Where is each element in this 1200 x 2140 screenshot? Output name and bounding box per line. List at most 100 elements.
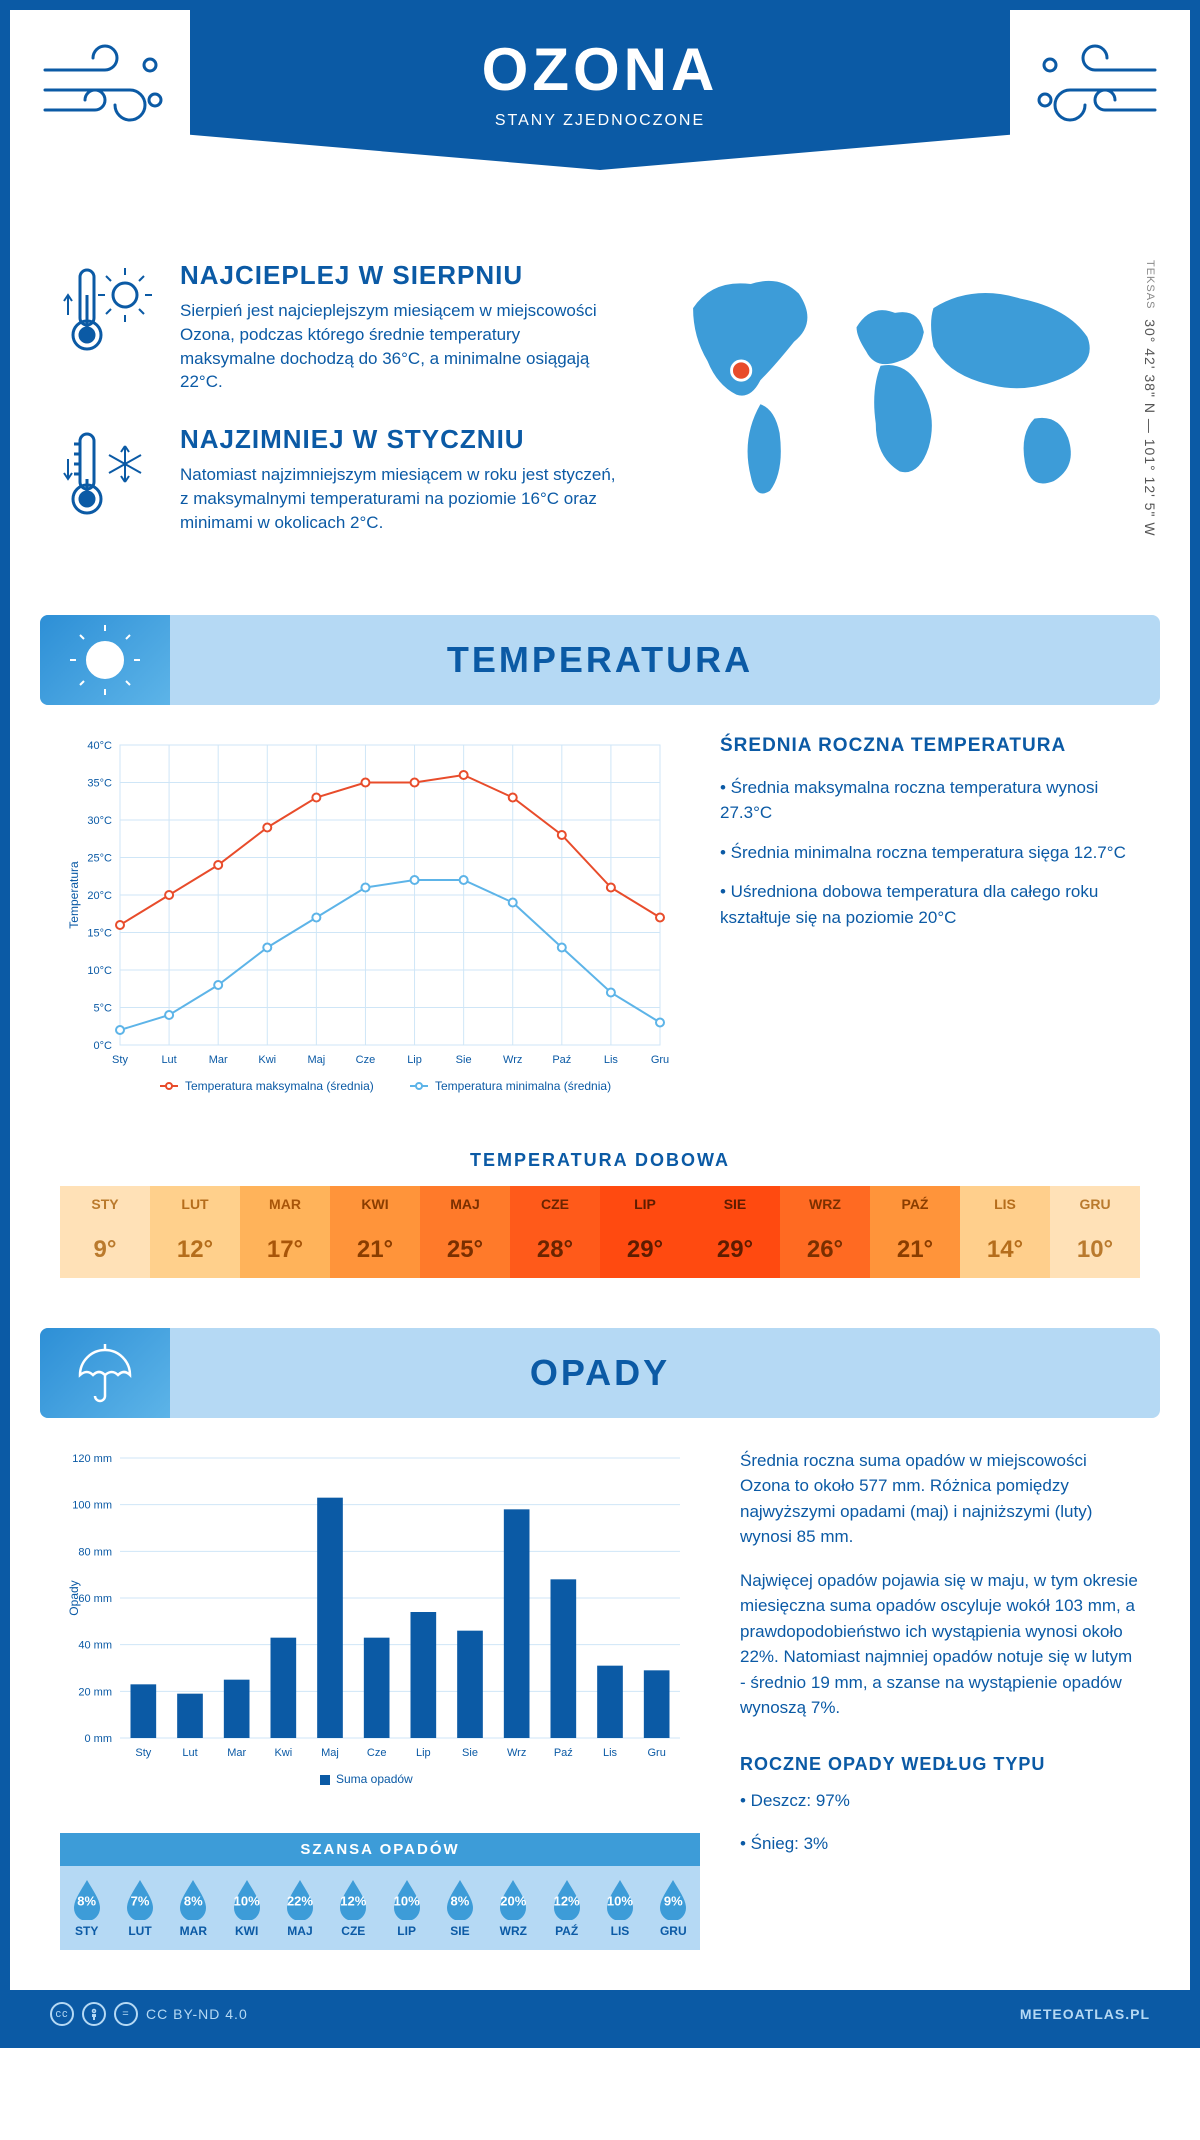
chance-month: WRZ <box>487 1924 540 1938</box>
chance-cell: 8% STY <box>60 1878 113 1938</box>
location-country: STANY ZJEDNOCZONE <box>190 112 1010 130</box>
svg-text:Sie: Sie <box>462 1747 478 1759</box>
svg-text:Lis: Lis <box>603 1747 618 1759</box>
temp-cell-month: PAŹ <box>870 1186 960 1222</box>
precip-left: 0 mm20 mm40 mm60 mm80 mm100 mm120 mmStyL… <box>60 1448 700 1950</box>
svg-text:Gru: Gru <box>651 1054 669 1066</box>
chance-month: SIE <box>433 1924 486 1938</box>
temp-cell: LIS14° <box>960 1186 1050 1278</box>
chance-month: MAJ <box>273 1924 326 1938</box>
chance-value: 8% <box>184 1893 203 1908</box>
cold-block: NAJZIMNIEJ W STYCZNIU Natomiast najzimni… <box>60 424 620 534</box>
chance-value: 10% <box>394 1893 420 1908</box>
raindrop-icon: 10% <box>230 1878 264 1920</box>
temp-cell-month: STY <box>60 1186 150 1222</box>
temp-cell: MAR17° <box>240 1186 330 1278</box>
chance-month: MAR <box>167 1924 220 1938</box>
raindrop-icon: 8% <box>70 1878 104 1920</box>
svg-text:Mar: Mar <box>227 1747 246 1759</box>
svg-text:15°C: 15°C <box>87 927 112 939</box>
precip-body: 0 mm20 mm40 mm60 mm80 mm100 mm120 mmStyL… <box>10 1418 1190 1960</box>
world-map <box>650 260 1140 510</box>
precip-info: Średnia roczna suma opadów w miejscowośc… <box>740 1448 1140 1950</box>
chance-month: LIS <box>593 1924 646 1938</box>
precip-p1: Średnia roczna suma opadów w miejscowośc… <box>740 1448 1140 1550</box>
chance-cell: 7% LUT <box>113 1878 166 1938</box>
temp-cell: KWI21° <box>330 1186 420 1278</box>
chance-cell: 12% PAŹ <box>540 1878 593 1938</box>
svg-text:35°C: 35°C <box>87 777 112 789</box>
precip-type-title: ROCZNE OPADY WEDŁUG TYPU <box>740 1751 1140 1778</box>
temp-info-title: ŚREDNIA ROCZNA TEMPERATURA <box>720 735 1140 757</box>
svg-text:Gru: Gru <box>647 1747 665 1759</box>
svg-text:20°C: 20°C <box>87 890 112 902</box>
thermometer-cold-icon <box>60 424 160 524</box>
precip-title: OPADY <box>170 1352 1160 1394</box>
title-banner: OZONA STANY ZJEDNOCZONE <box>190 10 1010 170</box>
temp-cell: PAŹ21° <box>870 1186 960 1278</box>
thermometer-hot-icon <box>60 260 160 360</box>
temp-info-b1: • Średnia maksymalna roczna temperatura … <box>720 775 1140 826</box>
svg-text:Opady: Opady <box>67 1580 81 1615</box>
chance-value: 9% <box>664 1893 683 1908</box>
svg-text:5°C: 5°C <box>94 1002 113 1014</box>
chance-month: GRU <box>647 1924 700 1938</box>
chance-value: 20% <box>500 1893 526 1908</box>
svg-text:10°C: 10°C <box>87 965 112 977</box>
svg-text:120 mm: 120 mm <box>72 1453 112 1465</box>
raindrop-icon: 20% <box>496 1878 530 1920</box>
chance-cell: 20% WRZ <box>487 1878 540 1938</box>
temp-cell-month: MAR <box>240 1186 330 1222</box>
chance-month: CZE <box>327 1924 380 1938</box>
temp-cell: MAJ25° <box>420 1186 510 1278</box>
temp-cell-value: 26° <box>780 1222 870 1278</box>
chance-value: 12% <box>554 1893 580 1908</box>
svg-text:Temperatura minimalna (średnia: Temperatura minimalna (średnia) <box>435 1079 611 1093</box>
sun-icon <box>40 615 170 705</box>
location-title: OZONA <box>190 35 1010 104</box>
chance-cell: 12% CZE <box>327 1878 380 1938</box>
raindrop-icon: 22% <box>283 1878 317 1920</box>
temp-cell-month: MAJ <box>420 1186 510 1222</box>
intro-left: NAJCIEPLEJ W SIERPNIU Sierpień jest najc… <box>60 260 620 565</box>
svg-text:Lip: Lip <box>416 1747 431 1759</box>
temp-cell: LIP29° <box>600 1186 690 1278</box>
temp-cell-value: 10° <box>1050 1222 1140 1278</box>
temp-cell: STY9° <box>60 1186 150 1278</box>
daily-temp-title: TEMPERATURA DOBOWA <box>60 1150 1140 1171</box>
temp-cell-month: LUT <box>150 1186 240 1222</box>
precip-p2: Najwięcej opadów pojawia się w maju, w t… <box>740 1568 1140 1721</box>
svg-text:Sty: Sty <box>112 1054 128 1066</box>
daily-temperature: TEMPERATURA DOBOWA STY9°LUT12°MAR17°KWI2… <box>10 1150 1190 1308</box>
chance-cell: 9% GRU <box>647 1878 700 1938</box>
chance-month: STY <box>60 1924 113 1938</box>
temp-cell-month: KWI <box>330 1186 420 1222</box>
svg-text:80 mm: 80 mm <box>78 1546 112 1558</box>
svg-text:40 mm: 40 mm <box>78 1639 112 1651</box>
svg-text:0 mm: 0 mm <box>85 1733 113 1745</box>
precip-type1: • Deszcz: 97% <box>740 1788 1140 1814</box>
svg-text:Suma opadów: Suma opadów <box>336 1772 413 1786</box>
raindrop-icon: 10% <box>603 1878 637 1920</box>
temp-cell-month: GRU <box>1050 1186 1140 1222</box>
svg-text:Cze: Cze <box>367 1747 387 1759</box>
chance-value: 10% <box>607 1893 633 1908</box>
license-text: CC BY-ND 4.0 <box>146 2006 248 2022</box>
chance-value: 12% <box>340 1893 366 1908</box>
chance-title: SZANSA OPADÓW <box>60 1833 700 1866</box>
temperature-header: TEMPERATURA <box>40 615 1160 705</box>
raindrop-icon: 9% <box>656 1878 690 1920</box>
daily-temp-grid: STY9°LUT12°MAR17°KWI21°MAJ25°CZE28°LIP29… <box>60 1186 1140 1278</box>
intro-section: NAJCIEPLEJ W SIERPNIU Sierpień jest najc… <box>10 230 1190 595</box>
svg-text:Maj: Maj <box>321 1747 339 1759</box>
svg-text:Cze: Cze <box>356 1054 376 1066</box>
svg-text:40°C: 40°C <box>87 740 112 752</box>
svg-text:25°C: 25°C <box>87 852 112 864</box>
wind-icon <box>1030 40 1160 130</box>
temp-cell-value: 9° <box>60 1222 150 1278</box>
cold-title: NAJZIMNIEJ W STYCZNIU <box>180 424 620 455</box>
header: OZONA STANY ZJEDNOCZONE <box>10 10 1190 230</box>
raindrop-icon: 7% <box>123 1878 157 1920</box>
chance-box: SZANSA OPADÓW 8% STY 7% LUT 8% MAR 10% K… <box>60 1833 700 1950</box>
chance-month: KWI <box>220 1924 273 1938</box>
